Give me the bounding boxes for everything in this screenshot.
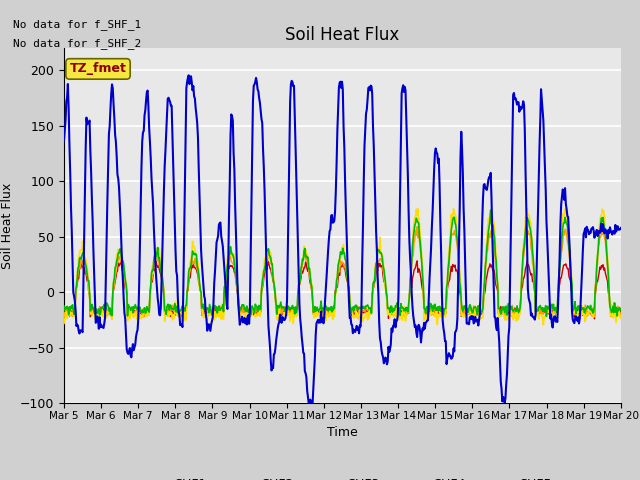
Y-axis label: Soil Heat Flux: Soil Heat Flux <box>1 182 14 269</box>
Text: TZ_fmet: TZ_fmet <box>70 62 127 75</box>
Text: No data for f_SHF_2: No data for f_SHF_2 <box>13 38 141 49</box>
Title: Soil Heat Flux: Soil Heat Flux <box>285 25 399 44</box>
X-axis label: Time: Time <box>327 426 358 439</box>
Text: No data for f_SHF_1: No data for f_SHF_1 <box>13 19 141 30</box>
Legend: SHF1, SHF2, SHF3, SHF4, SHF5: SHF1, SHF2, SHF3, SHF4, SHF5 <box>128 473 557 480</box>
